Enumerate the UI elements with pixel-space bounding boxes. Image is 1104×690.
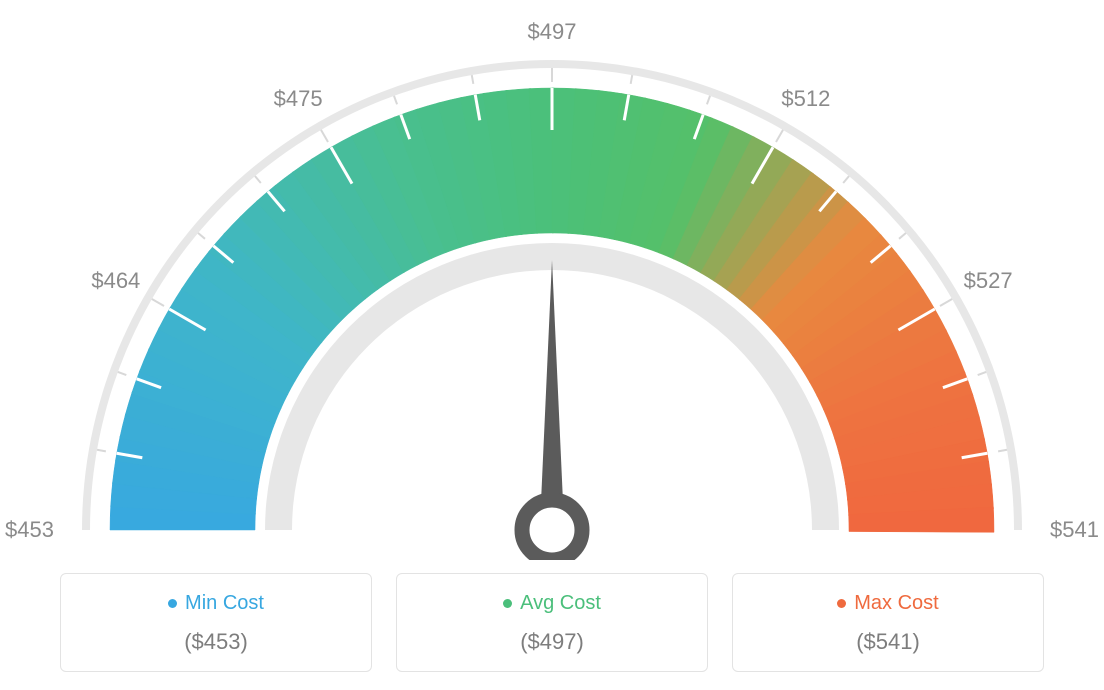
- dot-icon: [168, 599, 177, 608]
- gauge-tick-label: $464: [91, 268, 140, 294]
- dot-icon: [503, 599, 512, 608]
- legend-card-max: Max Cost ($541): [732, 573, 1044, 672]
- dot-icon: [837, 599, 846, 608]
- gauge-svg: [0, 0, 1104, 560]
- gauge-tick-label: $497: [528, 19, 577, 45]
- legend-title-text: Min Cost: [185, 592, 264, 615]
- legend-title-min: Min Cost: [168, 592, 264, 615]
- gauge-chart: $453 $464 $475 $497 $512 $527 $541: [0, 0, 1104, 560]
- legend-value-avg: ($497): [407, 629, 697, 655]
- legend-value-min: ($453): [71, 629, 361, 655]
- legend-title-max: Max Cost: [837, 592, 938, 615]
- legend-title-avg: Avg Cost: [503, 592, 601, 615]
- legend-title-text: Avg Cost: [520, 592, 601, 615]
- legend-card-avg: Avg Cost ($497): [396, 573, 708, 672]
- legend-row: Min Cost ($453) Avg Cost ($497) Max Cost…: [60, 573, 1044, 672]
- gauge-tick-label: $453: [5, 517, 54, 543]
- gauge-tick-label: $512: [781, 86, 830, 112]
- gauge-tick-label: $527: [964, 268, 1013, 294]
- gauge-tick-label: $541: [1050, 517, 1099, 543]
- legend-value-max: ($541): [743, 629, 1033, 655]
- legend-card-min: Min Cost ($453): [60, 573, 372, 672]
- legend-title-text: Max Cost: [854, 592, 938, 615]
- gauge-tick-label: $475: [274, 86, 323, 112]
